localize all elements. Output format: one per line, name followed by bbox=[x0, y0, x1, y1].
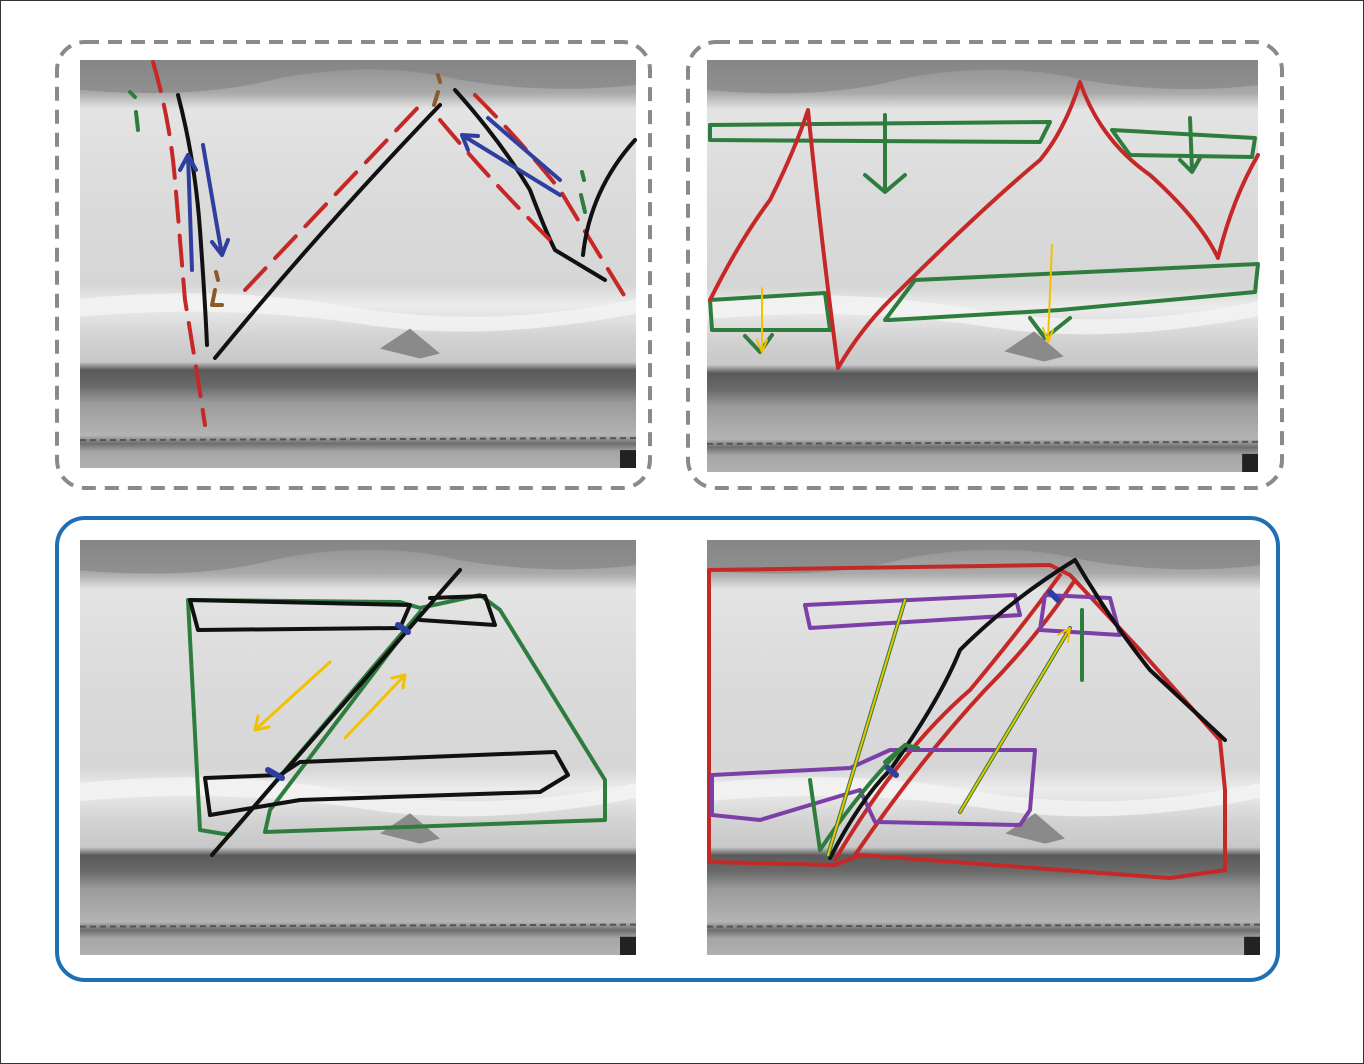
stroke bbox=[743, 333, 774, 354]
stroke bbox=[959, 627, 1071, 813]
stroke bbox=[176, 93, 209, 347]
stroke bbox=[710, 748, 1037, 827]
panel-border bbox=[55, 516, 1280, 982]
stroke bbox=[1178, 116, 1202, 174]
stroke bbox=[708, 80, 1260, 370]
sketch bbox=[186, 568, 607, 857]
stroke bbox=[808, 743, 920, 852]
stroke bbox=[151, 60, 207, 427]
sketch bbox=[708, 80, 1260, 370]
stroke bbox=[265, 622, 411, 781]
stroke bbox=[213, 103, 442, 360]
stroke bbox=[1042, 244, 1054, 343]
stroke bbox=[243, 98, 427, 292]
stroke bbox=[707, 563, 1227, 880]
stroke bbox=[833, 573, 1062, 862]
stroke bbox=[201, 143, 230, 257]
stroke bbox=[756, 287, 768, 353]
stroke bbox=[828, 558, 1227, 860]
stroke bbox=[1028, 316, 1072, 340]
stroke bbox=[418, 594, 497, 627]
stroke bbox=[853, 578, 1077, 857]
stroke bbox=[128, 90, 140, 132]
stroke bbox=[581, 138, 637, 257]
photo bbox=[80, 60, 636, 468]
stroke bbox=[253, 660, 332, 732]
stroke bbox=[432, 73, 442, 107]
stroke bbox=[803, 593, 1022, 630]
stroke bbox=[885, 589, 1061, 778]
stroke bbox=[210, 270, 224, 307]
sketch bbox=[707, 558, 1227, 880]
stroke bbox=[1038, 593, 1122, 637]
stroke bbox=[883, 262, 1260, 322]
stroke bbox=[486, 116, 562, 182]
stroke bbox=[708, 291, 832, 332]
stroke bbox=[343, 673, 407, 740]
stroke bbox=[827, 599, 906, 856]
stroke bbox=[863, 113, 907, 194]
stroke bbox=[708, 120, 1052, 144]
stroke bbox=[1110, 128, 1257, 159]
photo bbox=[707, 540, 1260, 955]
stroke bbox=[438, 118, 552, 242]
stroke bbox=[178, 153, 198, 272]
stroke bbox=[210, 568, 462, 857]
stroke bbox=[579, 170, 587, 214]
sketch bbox=[128, 60, 637, 427]
stroke bbox=[460, 133, 562, 197]
